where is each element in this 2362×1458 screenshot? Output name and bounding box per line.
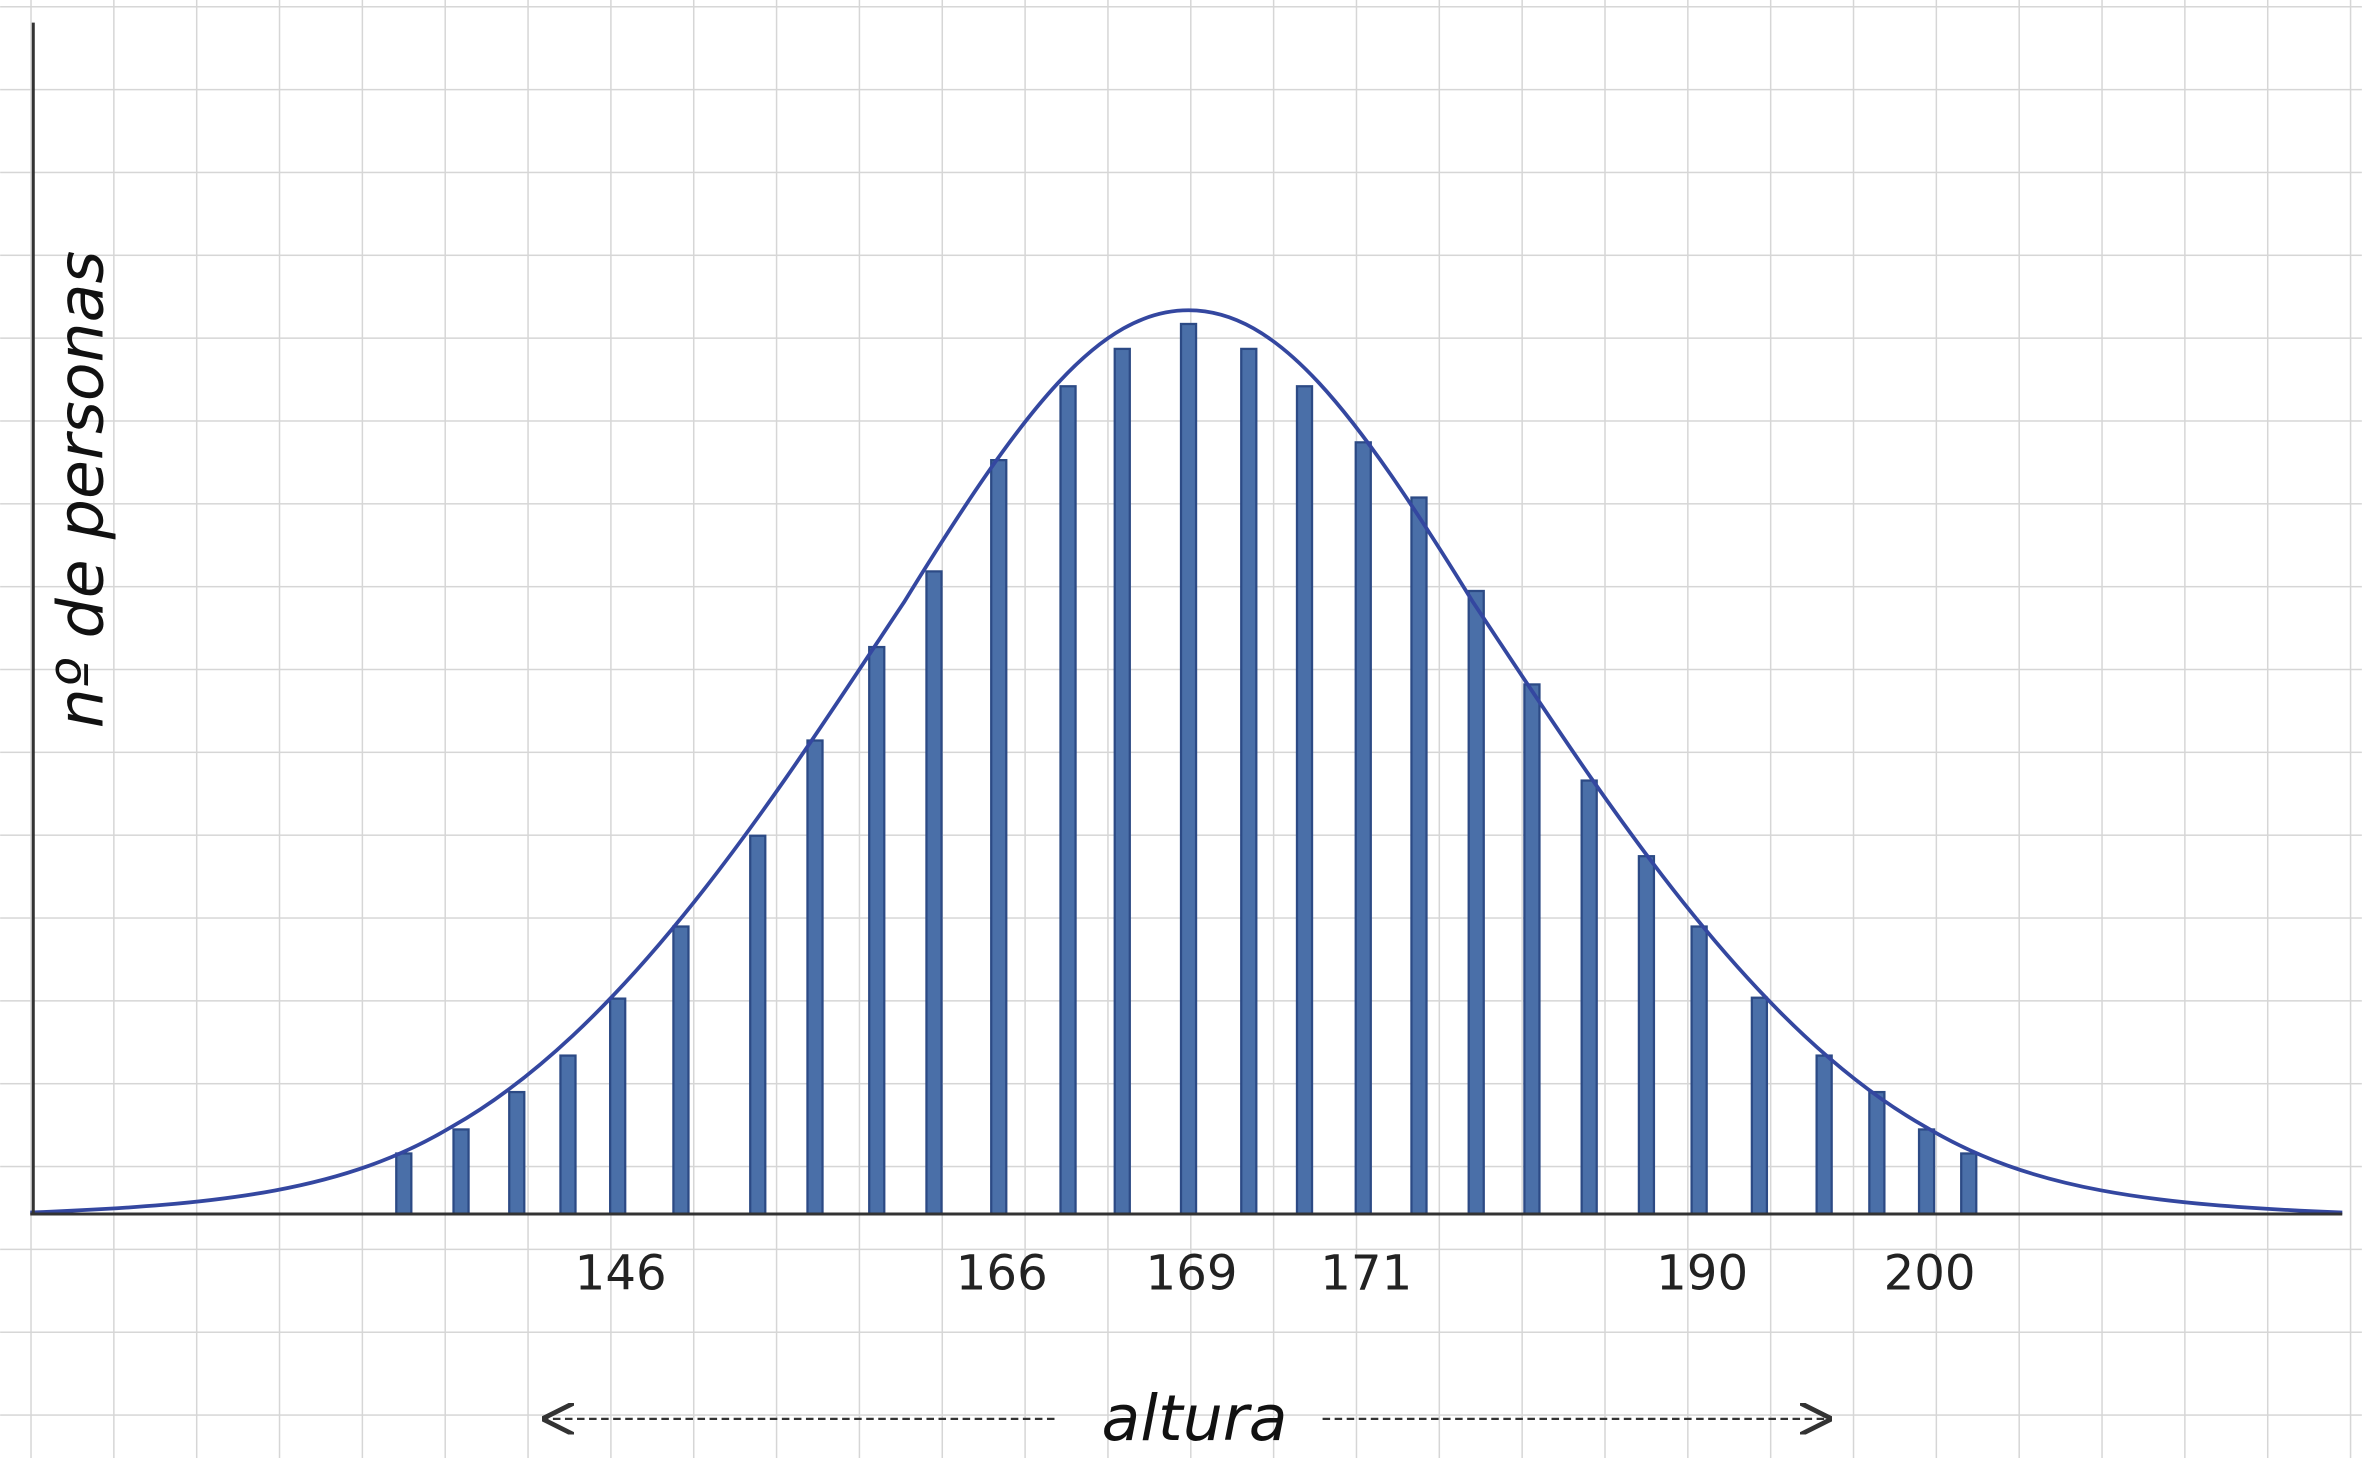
bar <box>1179 322 1198 1216</box>
bar <box>395 1152 413 1216</box>
bar <box>559 1054 577 1216</box>
bar <box>1917 1128 1936 1216</box>
bar <box>868 645 886 1216</box>
normal-curve <box>30 308 2343 1215</box>
bar <box>508 1090 526 1216</box>
bar <box>1750 996 1769 1216</box>
bar <box>452 1128 470 1216</box>
bar <box>1059 385 1077 1216</box>
bar <box>609 997 627 1216</box>
bar <box>1580 779 1598 1216</box>
bar <box>1240 347 1258 1216</box>
y-axis-label: nº de personas <box>44 251 118 729</box>
x-tick-label: 190 <box>1656 1245 1748 1301</box>
bar <box>990 459 1008 1216</box>
x-tick-label: 169 <box>1146 1245 1238 1301</box>
bar <box>1113 347 1131 1216</box>
bar <box>1815 1054 1833 1216</box>
bar <box>1523 683 1541 1216</box>
bar <box>1467 589 1485 1216</box>
bar <box>1354 441 1372 1216</box>
bar <box>749 834 767 1216</box>
bar <box>1960 1152 1978 1216</box>
bar <box>672 925 690 1216</box>
bar <box>1868 1090 1886 1216</box>
bar <box>925 570 943 1216</box>
x-tick-label: 171 <box>1320 1245 1412 1301</box>
x-axis-label: altura <box>1102 1381 1288 1455</box>
x-tick-label: 146 <box>575 1245 667 1301</box>
bar <box>1690 925 1708 1216</box>
bar <box>1637 855 1656 1216</box>
bar <box>1410 496 1428 1216</box>
x-tick-label: 200 <box>1884 1245 1976 1301</box>
bar <box>1295 385 1314 1216</box>
x-tick-label: 166 <box>956 1245 1048 1301</box>
bar <box>806 739 824 1216</box>
